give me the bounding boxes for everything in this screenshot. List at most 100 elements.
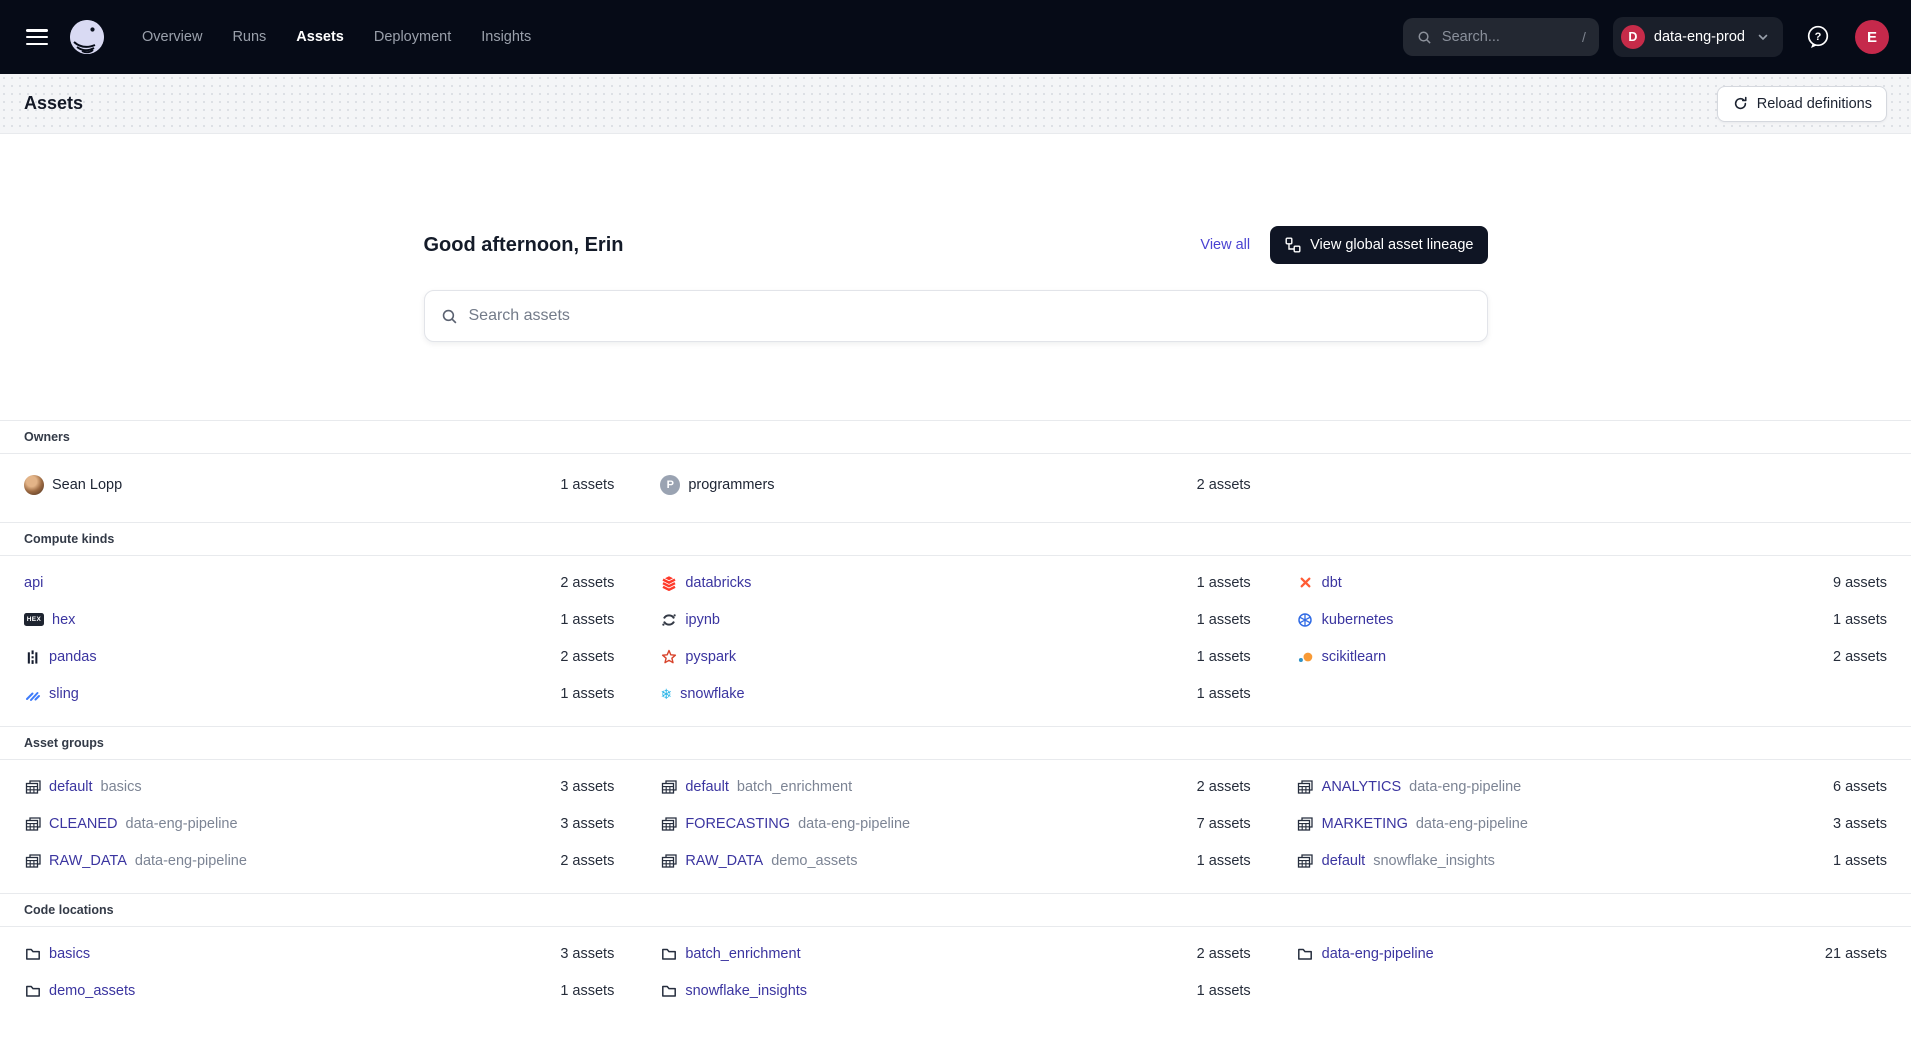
- item-link-raw_data[interactable]: RAW_DATA demo_assets: [660, 852, 857, 869]
- item-label: databricks: [685, 574, 752, 591]
- asset-count: 7 assets: [1196, 815, 1251, 832]
- item-label: CLEANED: [49, 815, 118, 832]
- item-link-snowflake[interactable]: ❄ snowflake: [660, 686, 744, 702]
- list-item: CLEANED data-eng-pipeline 3 assets: [24, 805, 614, 842]
- asset-count: 1 assets: [1196, 611, 1251, 628]
- item-link-pyspark[interactable]: pyspark: [660, 648, 736, 665]
- view-global-asset-lineage-button[interactable]: View global asset lineage: [1270, 226, 1488, 264]
- refresh-icon: [1732, 95, 1749, 112]
- asset-count: 1 assets: [560, 477, 615, 493]
- list-item: RAW_DATA data-eng-pipeline 2 assets: [24, 842, 614, 879]
- item-link-marketing[interactable]: MARKETING data-eng-pipeline: [1297, 815, 1528, 832]
- asset-search[interactable]: [423, 290, 1488, 342]
- global-search[interactable]: /: [1402, 18, 1599, 56]
- databricks-icon: [660, 574, 677, 591]
- item-label: RAW_DATA: [685, 852, 764, 869]
- asset-count: 1 assets: [1196, 574, 1251, 591]
- item-suffix: data-eng-pipeline: [134, 852, 247, 869]
- section-heading-compute-kinds: Compute kinds: [0, 522, 1911, 556]
- list-item: Sean Lopp 1 assets: [24, 462, 614, 508]
- item-link-databricks[interactable]: databricks: [660, 574, 751, 591]
- list-item: ❄ snowflake 1 assets: [660, 675, 1250, 712]
- item-suffix: data-eng-pipeline: [1409, 778, 1522, 795]
- item-link-raw_data[interactable]: RAW_DATA data-eng-pipeline: [24, 852, 247, 869]
- item-link-forecasting[interactable]: FORECASTING data-eng-pipeline: [660, 815, 910, 832]
- search-icon: [441, 308, 458, 325]
- item-link-scikitlearn[interactable]: scikitlearn: [1297, 648, 1386, 665]
- item-link-demo_assets[interactable]: demo_assets: [24, 982, 135, 999]
- item-link-cleaned[interactable]: CLEANED data-eng-pipeline: [24, 815, 238, 832]
- assets-overview: Good afternoon, Erin View all View globa…: [0, 134, 1911, 1049]
- item-label: scikitlearn: [1321, 648, 1387, 665]
- item-suffix: basics: [100, 778, 142, 795]
- kubernetes-icon: [1297, 611, 1314, 628]
- list-item: data-eng-pipeline 21 assets: [1297, 935, 1887, 972]
- item-link-pandas[interactable]: pandas: [24, 648, 97, 665]
- reload-definitions-button[interactable]: Reload definitions: [1716, 85, 1887, 122]
- item-link-dbt[interactable]: dbt: [1297, 574, 1342, 591]
- asset-count: 1 assets: [560, 685, 615, 702]
- nav-link-overview[interactable]: Overview: [142, 29, 203, 45]
- asset-count: 1 assets: [1196, 685, 1251, 702]
- item-link-default[interactable]: default batch_enrichment: [660, 778, 852, 795]
- list-item: api 2 assets: [24, 564, 614, 601]
- greeting-heading: Good afternoon, Erin: [423, 233, 624, 256]
- item-link-data-eng-pipeline[interactable]: data-eng-pipeline: [1297, 945, 1434, 962]
- item-label: pandas: [49, 648, 97, 665]
- help-icon[interactable]: ?: [1803, 22, 1833, 52]
- item-suffix: demo_assets: [771, 852, 858, 869]
- item-link-sling[interactable]: sling: [24, 685, 79, 702]
- item-link-batch_enrichment[interactable]: batch_enrichment: [660, 945, 801, 962]
- chevron-down-icon: [1754, 29, 1771, 46]
- item-label: FORECASTING: [685, 815, 791, 832]
- item-link-hex[interactable]: HEX hex: [24, 612, 75, 628]
- item-label: sling: [49, 685, 79, 702]
- list-item: snowflake_insights 1 assets: [660, 972, 1251, 1009]
- list-item: default snowflake_insights 1 assets: [1297, 842, 1887, 879]
- section-grid: default basics 3 assets default batch_enrich…: [0, 760, 1911, 893]
- item-link-analytics[interactable]: ANALYTICS data-eng-pipeline: [1297, 778, 1522, 795]
- item-label: demo_assets: [49, 982, 136, 999]
- search-icon: [1416, 29, 1433, 46]
- item-label: dbt: [1321, 574, 1342, 591]
- asset-count: 3 assets: [560, 945, 615, 962]
- list-item: scikitlearn 2 assets: [1297, 638, 1887, 675]
- item-link-ipynb[interactable]: ipynb: [660, 611, 720, 628]
- list-item: default basics 3 assets: [24, 768, 614, 805]
- view-all-link[interactable]: View all: [1200, 237, 1251, 253]
- item-label: RAW_DATA: [49, 852, 127, 869]
- item-link-default[interactable]: default snowflake_insights: [1297, 852, 1495, 869]
- nav-link-insights[interactable]: Insights: [481, 29, 532, 45]
- item-link-basics[interactable]: basics: [24, 945, 90, 962]
- dagster-logo-icon[interactable]: [70, 20, 104, 54]
- asset-count: 3 assets: [1832, 815, 1887, 832]
- list-item: databricks 1 assets: [660, 564, 1251, 601]
- item-link-kubernetes[interactable]: kubernetes: [1297, 611, 1393, 628]
- nav-link-deployment[interactable]: Deployment: [373, 29, 452, 45]
- item-suffix: data-eng-pipeline: [1415, 815, 1528, 832]
- asset-group-icon: [24, 778, 41, 795]
- nav-link-assets[interactable]: Assets: [296, 29, 344, 45]
- item-link-default[interactable]: default basics: [24, 778, 142, 795]
- global-search-input[interactable]: [1441, 29, 1574, 45]
- user-avatar[interactable]: E: [1855, 20, 1889, 54]
- item-link-api[interactable]: api: [24, 575, 43, 591]
- deployment-switcher[interactable]: D data-eng-prod: [1612, 17, 1783, 57]
- menu-icon[interactable]: [26, 29, 48, 45]
- item-suffix: snowflake_insights: [1373, 852, 1495, 869]
- item-link-sean-lopp[interactable]: Sean Lopp: [24, 475, 122, 495]
- asset-search-input[interactable]: [468, 307, 1471, 325]
- list-item: default batch_enrichment 2 assets: [660, 768, 1251, 805]
- list-item: demo_assets 1 assets: [24, 972, 614, 1009]
- asset-count: 3 assets: [560, 815, 615, 832]
- nav-link-runs[interactable]: Runs: [232, 29, 267, 45]
- asset-count: 1 assets: [1832, 852, 1887, 869]
- item-link-snowflake_insights[interactable]: snowflake_insights: [660, 982, 807, 999]
- page-title: Assets: [24, 93, 84, 113]
- list-item: ANALYTICS data-eng-pipeline 6 assets: [1297, 768, 1887, 805]
- search-shortcut: /: [1582, 29, 1586, 45]
- item-label: default: [49, 778, 93, 795]
